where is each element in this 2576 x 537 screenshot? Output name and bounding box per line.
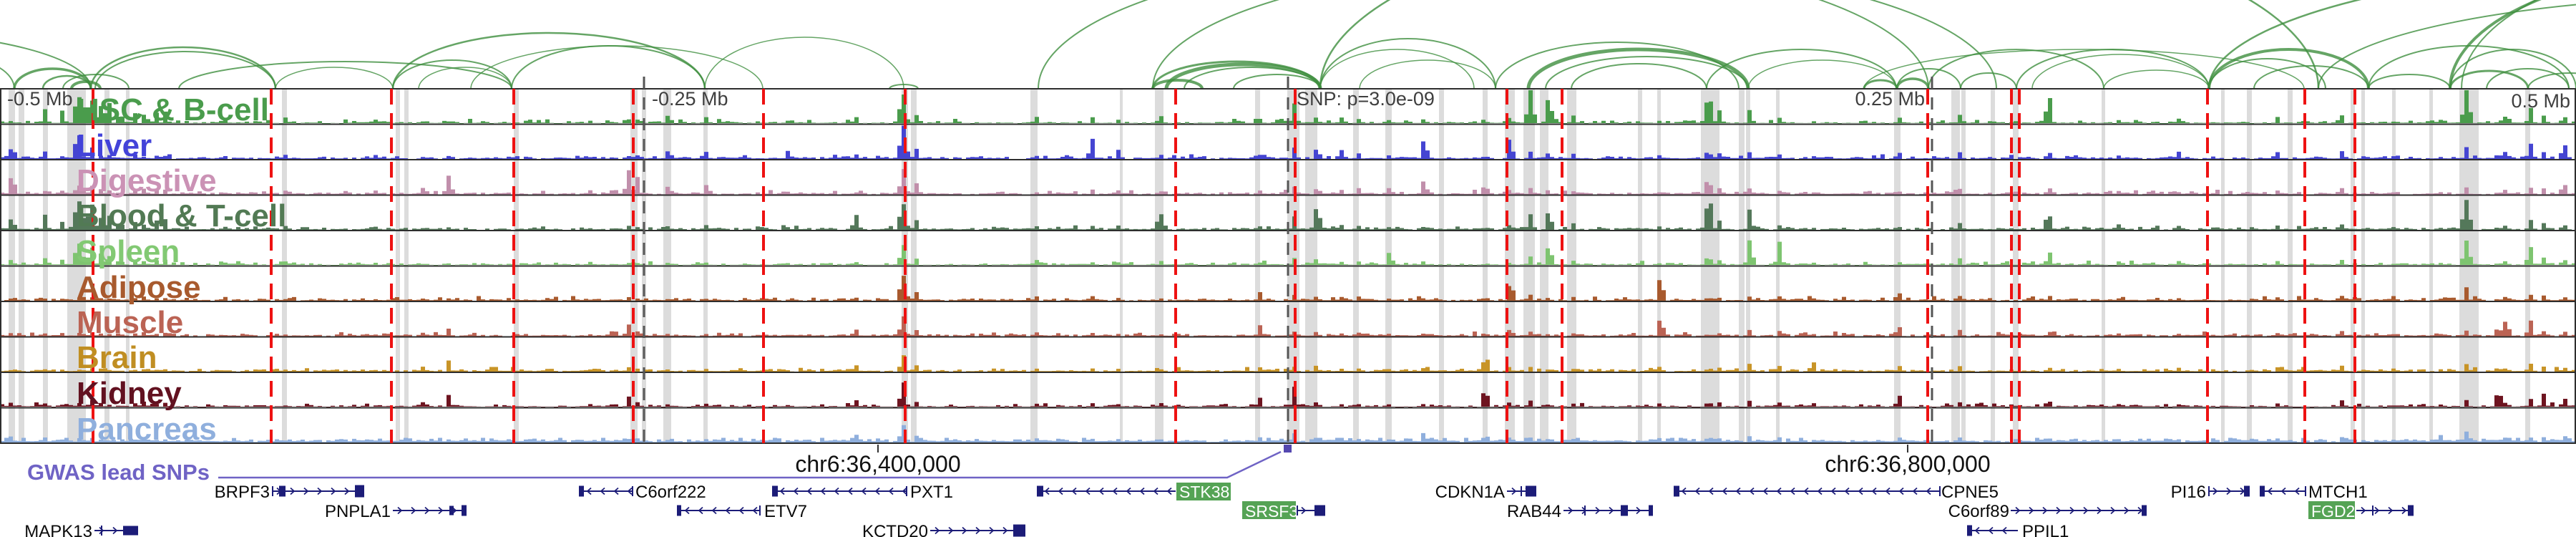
svg-text:PXT1: PXT1 [910, 483, 953, 502]
svg-text:PI16: PI16 [2171, 483, 2206, 502]
svg-text:MAPK13: MAPK13 [24, 522, 92, 537]
svg-text:Digestive: Digestive [77, 163, 217, 198]
svg-text:0.25 Mb: 0.25 Mb [1855, 88, 1925, 110]
svg-text:BRPF3: BRPF3 [215, 483, 270, 502]
svg-text:Liver: Liver [77, 128, 152, 163]
svg-text:Adipose: Adipose [77, 270, 201, 305]
svg-text:ETV7: ETV7 [764, 502, 807, 521]
svg-text:-0.5 Mb: -0.5 Mb [7, 88, 73, 110]
svg-text:HSC & B-cell: HSC & B-cell [77, 92, 269, 127]
svg-text:chr6:36,400,000: chr6:36,400,000 [795, 451, 960, 477]
svg-text:PNPLA1: PNPLA1 [325, 502, 391, 521]
svg-text:Pancreas: Pancreas [77, 412, 217, 447]
svg-text:Blood & T-cell: Blood & T-cell [77, 198, 286, 233]
svg-text:SRSF3: SRSF3 [1245, 502, 1298, 521]
svg-text:Brain: Brain [77, 340, 157, 375]
svg-text:C6orf89: C6orf89 [1948, 502, 2009, 521]
svg-text:Spleen: Spleen [77, 234, 180, 269]
svg-text:KCTD20: KCTD20 [862, 522, 928, 537]
svg-text:Muscle: Muscle [77, 305, 183, 340]
svg-text:RAB44: RAB44 [1507, 502, 1561, 521]
svg-text:Kidney: Kidney [77, 376, 182, 411]
svg-text:GWAS lead SNPs: GWAS lead SNPs [27, 460, 210, 485]
svg-text:C6orf222: C6orf222 [635, 483, 706, 502]
svg-text:0.5 Mb: 0.5 Mb [2511, 90, 2570, 112]
svg-text:CDKN1A: CDKN1A [1435, 483, 1505, 502]
svg-text:FGD2: FGD2 [2311, 502, 2355, 521]
svg-text:SNP: p=3.0e-09: SNP: p=3.0e-09 [1297, 88, 1435, 110]
svg-text:PPIL1: PPIL1 [2022, 522, 2069, 537]
svg-text:CPNE5: CPNE5 [1941, 483, 1999, 502]
svg-text:-0.25 Mb: -0.25 Mb [652, 88, 728, 110]
svg-text:chr6:36,800,000: chr6:36,800,000 [1825, 451, 1990, 477]
svg-text:STK38: STK38 [1179, 483, 1229, 501]
svg-text:MTCH1: MTCH1 [2308, 483, 2368, 502]
